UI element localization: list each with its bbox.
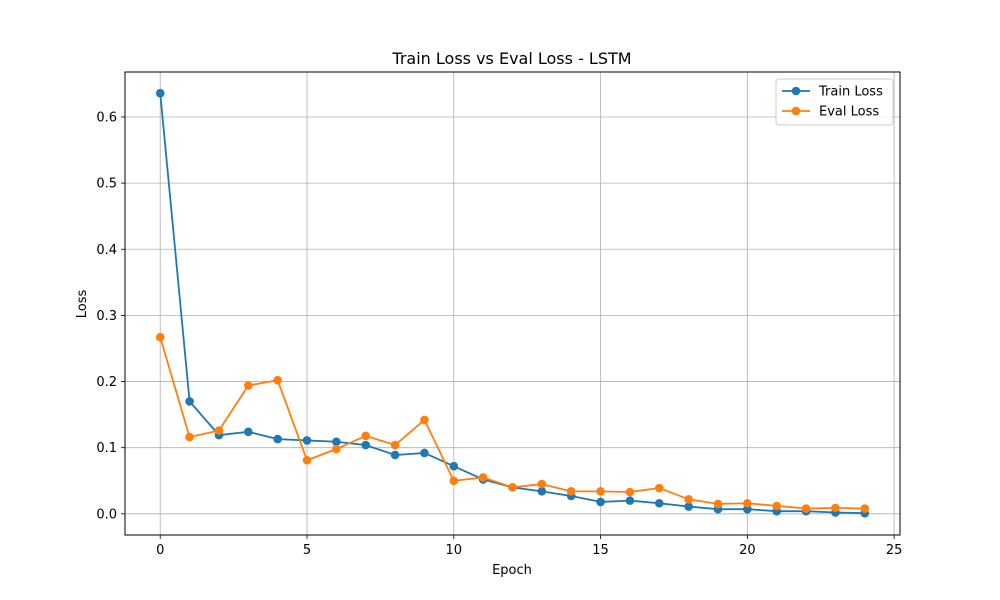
eval-loss-point — [713, 499, 723, 509]
eval-loss-point — [537, 479, 547, 489]
x-tick-label: 25 — [886, 543, 903, 558]
train-loss-point — [332, 437, 341, 447]
grid — [125, 72, 900, 535]
legend-eval-loss-marker — [791, 106, 801, 116]
legend-eval-loss-label: Eval Loss — [819, 105, 879, 120]
y-tick-label: 0.6 — [96, 110, 117, 125]
eval-loss-point — [361, 431, 371, 441]
train-loss-point — [420, 448, 429, 458]
eval-loss-point — [772, 501, 782, 511]
series-layer — [155, 88, 870, 518]
legend-train-loss-marker — [791, 86, 801, 96]
eval-loss-point — [332, 444, 341, 454]
y-tick-label: 0.0 — [96, 507, 117, 522]
x-tick-label: 0 — [156, 543, 164, 558]
train-loss-point — [684, 502, 693, 511]
eval-loss-point — [860, 504, 870, 513]
eval-loss-point — [566, 487, 576, 496]
x-tick-label: 10 — [446, 543, 463, 558]
train-loss-point — [302, 436, 312, 445]
eval-loss-point — [185, 432, 194, 442]
eval-loss-point — [743, 498, 752, 508]
train-loss-point — [273, 434, 282, 444]
train-loss-point — [243, 427, 253, 437]
train-loss-point — [654, 498, 664, 508]
eval-loss-point — [654, 483, 664, 493]
legend-train-loss-label: Train Loss — [818, 85, 883, 100]
train-loss-point — [625, 496, 635, 505]
eval-loss-point — [625, 487, 635, 497]
y-tick-label: 0.2 — [96, 375, 117, 390]
train-loss-point — [537, 487, 547, 496]
train-loss-point — [155, 88, 165, 98]
eval-loss-point — [801, 504, 811, 513]
train-loss-point — [361, 440, 371, 450]
y-tick-label: 0.4 — [96, 243, 117, 258]
eval-loss-point — [302, 455, 312, 465]
x-tick-label: 15 — [592, 543, 609, 558]
y-tick-label: 0.5 — [96, 177, 117, 192]
y-tick-label: 0.3 — [96, 309, 117, 324]
chart-title: Train Loss vs Eval Loss - LSTM — [391, 49, 631, 68]
eval-loss-point — [478, 473, 488, 482]
axis-ticks: 0 5 10 15 20 25 0.0 0.1 0.2 0.3 0.4 0.5 0.6 — [96, 110, 902, 558]
eval-loss-point — [596, 487, 605, 496]
x-tick-label: 5 — [303, 543, 311, 558]
eval-loss-point — [420, 415, 429, 425]
train-loss-point — [743, 504, 752, 514]
eval-loss-point — [155, 332, 165, 342]
eval-loss-point — [831, 503, 840, 513]
y-tick-label: 0.1 — [96, 441, 117, 456]
eval-loss-point — [243, 381, 253, 390]
eval-loss-point — [449, 476, 459, 486]
x-axis-label: Epoch — [492, 563, 532, 578]
train-loss-point — [596, 497, 605, 507]
x-tick-label: 20 — [739, 543, 756, 558]
eval-loss-point — [684, 494, 693, 504]
eval-loss-point — [214, 426, 224, 435]
eval-loss-point — [390, 440, 400, 450]
plot-frame — [124, 71, 901, 536]
train-loss-point — [390, 450, 400, 460]
train-loss-point — [449, 461, 459, 471]
eval-loss-point — [508, 483, 517, 492]
y-axis-label: Loss — [75, 290, 90, 319]
eval-loss-point — [273, 375, 282, 385]
legend: Train Loss Eval Loss — [775, 78, 894, 126]
train-loss-point — [185, 397, 194, 406]
